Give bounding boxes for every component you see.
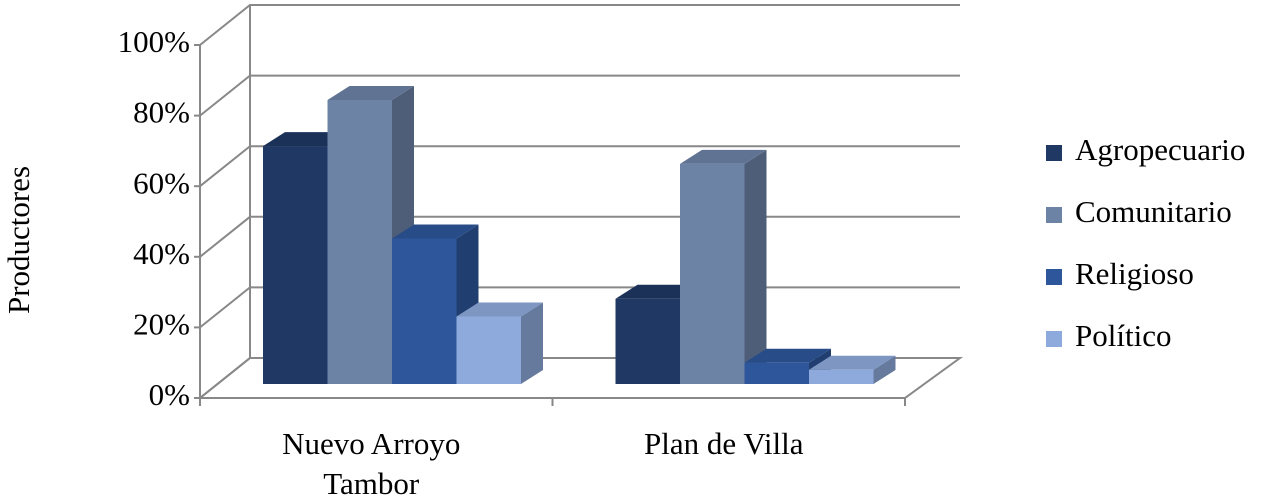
y-tick-label: 100%	[118, 24, 190, 59]
y-tick-label: 40%	[133, 236, 190, 271]
bar	[680, 149, 767, 384]
grid-line	[199, 145, 960, 187]
legend-label: Comunitario	[1075, 194, 1232, 229]
legend-swatch	[1046, 331, 1062, 347]
bar-front	[615, 298, 680, 384]
bar-front	[263, 146, 328, 384]
bar-front	[680, 163, 745, 384]
grid-line	[199, 4, 960, 46]
bar-top	[456, 302, 543, 317]
bar-side	[744, 149, 767, 384]
bar-front	[392, 238, 457, 384]
legend-label: Agropecuario	[1075, 132, 1245, 167]
y-axis-title: Productores	[1, 166, 36, 314]
bar-top	[809, 355, 896, 370]
bar-front	[744, 362, 809, 384]
grid-line	[199, 74, 960, 117]
bar-top	[744, 348, 831, 363]
legend-swatch	[1046, 145, 1062, 161]
x-tick-label: Plan de Villa	[644, 426, 804, 461]
legend-swatch	[1046, 269, 1062, 285]
bar	[809, 355, 896, 384]
bar-top	[327, 86, 414, 100]
legend-label: Político	[1075, 318, 1171, 353]
bar-front	[327, 100, 392, 384]
legend-swatch	[1046, 207, 1062, 223]
bar-top	[392, 224, 479, 239]
x-tick-label: Nuevo Arroyo Tambor	[282, 426, 461, 501]
bar	[456, 302, 543, 384]
legend-label: Religioso	[1075, 256, 1194, 291]
bar-side	[873, 355, 896, 384]
bar-top	[680, 149, 767, 164]
bar-side	[521, 302, 543, 384]
y-tick-label: 80%	[133, 95, 190, 130]
bar-front	[456, 316, 521, 384]
y-tick-label: 0%	[149, 377, 190, 412]
y-tick-label: 20%	[133, 307, 190, 342]
bar-front	[809, 369, 874, 384]
y-tick-label: 60%	[133, 165, 190, 200]
